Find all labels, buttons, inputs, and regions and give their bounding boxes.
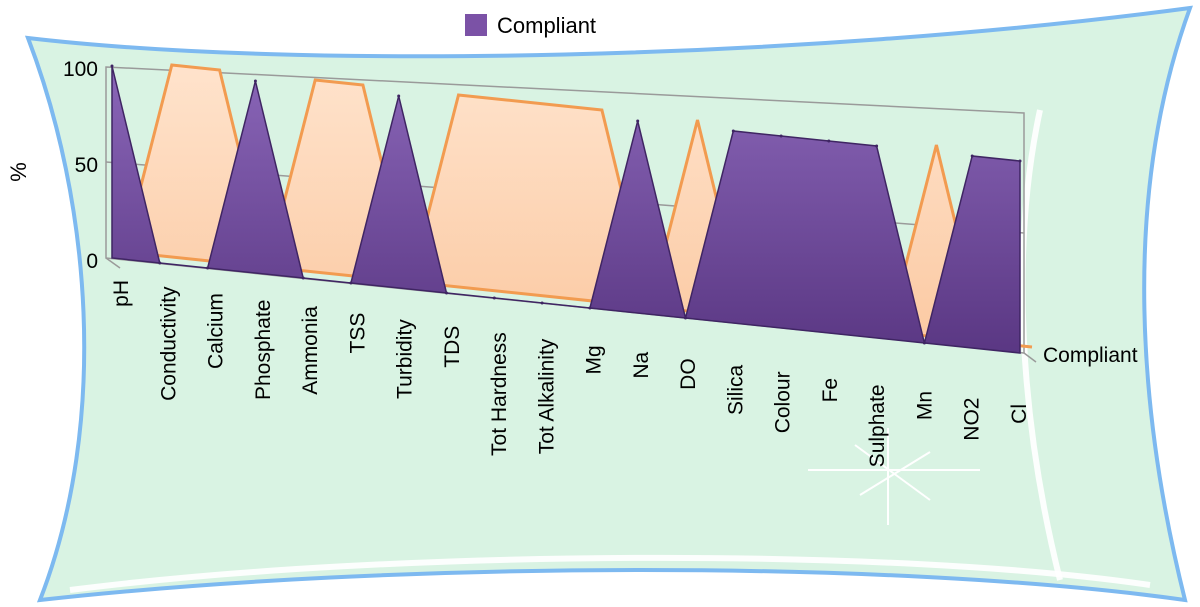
y-tick-label: 100: [63, 58, 98, 81]
data-point-phosphate: [253, 79, 257, 83]
x-tick-label: pH: [110, 280, 133, 307]
x-tick-label: TDS: [441, 326, 464, 368]
y-axis-label: %: [6, 162, 31, 182]
legend-swatch: [465, 14, 487, 36]
y-axis: 0 50 100: [63, 58, 98, 273]
y-tick-label: 0: [86, 250, 98, 273]
x-tick-label: Na: [630, 351, 653, 378]
floor-edge: [105, 257, 121, 269]
data-point-tds: [445, 291, 448, 295]
y-tick-label: 50: [75, 154, 98, 177]
data-point-tss: [349, 281, 353, 285]
x-tick-label: Sulphate: [866, 384, 889, 467]
data-point-cl: [1018, 159, 1022, 163]
legend: Compliant: [465, 13, 596, 38]
series-axis-label: Compliant: [1043, 344, 1138, 367]
data-point-no2: [970, 154, 974, 158]
sparkle-decoration: [808, 428, 980, 525]
x-tick-label: Turbidity: [394, 319, 417, 399]
x-tick-label: TSS: [346, 313, 369, 354]
x-axis-labels: pH Conductivity Calcium Phosphate Ammonia TSS…: [110, 280, 1031, 467]
data-point-mn: [922, 341, 926, 345]
data-point-do: [684, 316, 687, 320]
data-point-tot-alkalinity: [540, 301, 544, 305]
legend-label: Compliant: [497, 13, 596, 38]
x-tick-label: Mn: [914, 391, 937, 420]
x-tick-label: Mg: [583, 345, 606, 374]
x-tick-label: Conductivity: [157, 286, 180, 401]
side-edge: [1023, 352, 1037, 363]
x-tick-label: Colour: [772, 371, 795, 433]
data-point-sulphate: [875, 144, 879, 148]
frame-outline: [24, 5, 1194, 603]
x-tick-label: Calcium: [205, 293, 228, 369]
data-point-silica: [731, 129, 735, 133]
data-point-turbidity: [397, 94, 401, 98]
data-point-ph: [110, 64, 114, 68]
data-point-ammonia: [301, 276, 305, 280]
data-point-calcium: [206, 266, 210, 270]
x-tick-label: Phosphate: [252, 300, 275, 400]
data-point-colour: [779, 134, 783, 138]
x-tick-label: Ammonia: [299, 306, 322, 395]
frame-inner-line: [69, 554, 1151, 593]
data-point-conductivity: [158, 261, 162, 265]
data-point-mg: [588, 306, 592, 310]
x-tick-label: Tot Hardness: [488, 332, 511, 456]
data-point-na: [636, 119, 640, 123]
x-tick-label: Fe: [819, 378, 842, 403]
data-point-fe: [827, 139, 831, 143]
x-tick-label: Cl: [1008, 404, 1031, 424]
x-tick-label: Tot Alkalinity: [535, 338, 558, 454]
front-area-layer: [110, 64, 1022, 354]
x-tick-label: Silica: [724, 364, 747, 415]
x-tick-label: DO: [677, 358, 700, 390]
data-point-tot-hardness: [492, 296, 496, 300]
x-tick-label: NO2: [961, 398, 984, 441]
